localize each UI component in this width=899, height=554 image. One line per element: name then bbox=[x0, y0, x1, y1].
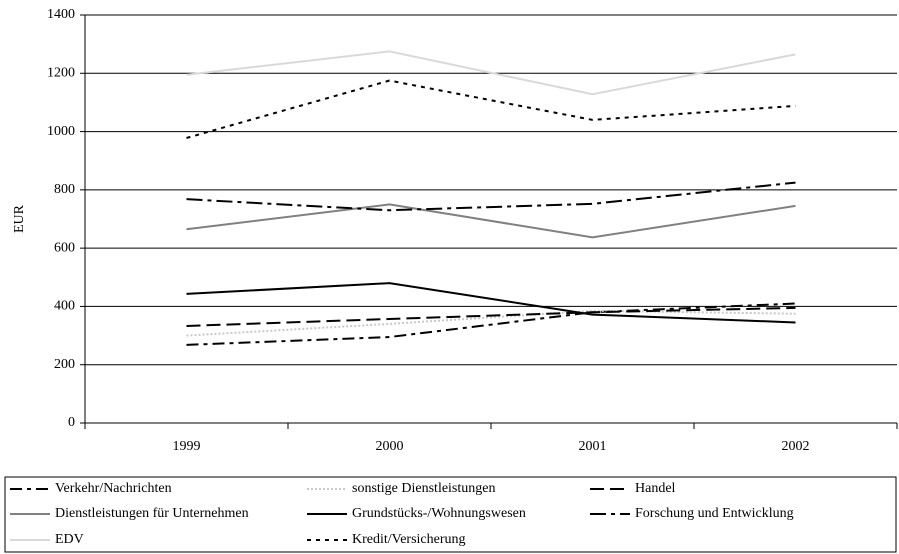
series-line bbox=[186, 181, 796, 212]
y-tick-label: 200 bbox=[54, 357, 75, 372]
y-tick-label: 400 bbox=[54, 299, 75, 314]
series-line bbox=[186, 309, 796, 337]
legend-label: Verkehr/Nachrichten bbox=[55, 481, 172, 496]
legend-label: Dienstleistungen für Unternehmen bbox=[55, 506, 249, 521]
y-tick-label: 0 bbox=[68, 415, 75, 430]
x-tick-label: 2000 bbox=[376, 439, 404, 454]
x-tick-label: 1999 bbox=[173, 439, 201, 454]
series-line bbox=[186, 203, 796, 239]
series-line bbox=[186, 50, 796, 96]
y-tick-label: 1200 bbox=[47, 66, 75, 81]
legend-label: Grundstücks-/Wohnungswesen bbox=[352, 506, 526, 521]
series-line bbox=[186, 302, 796, 346]
y-tick-label: 800 bbox=[54, 182, 75, 197]
series-line bbox=[186, 282, 796, 324]
legend-label: EDV bbox=[55, 532, 84, 547]
legend-label: Forschung und Entwicklung bbox=[635, 506, 794, 521]
legend-label: Handel bbox=[635, 481, 676, 496]
y-tick-label: 1400 bbox=[47, 7, 75, 22]
legend-label: Kredit/Versicherung bbox=[352, 532, 466, 547]
series-line bbox=[186, 79, 796, 139]
y-axis-label: EUR bbox=[12, 204, 27, 233]
series-line bbox=[186, 306, 796, 327]
legend-label: sonstige Dienstleistungen bbox=[352, 481, 496, 496]
x-tick-label: 2001 bbox=[579, 439, 607, 454]
y-tick-label: 1000 bbox=[47, 124, 75, 139]
legend-box bbox=[4, 476, 897, 553]
y-tick-label: 600 bbox=[54, 240, 75, 255]
x-tick-label: 2002 bbox=[782, 439, 810, 454]
